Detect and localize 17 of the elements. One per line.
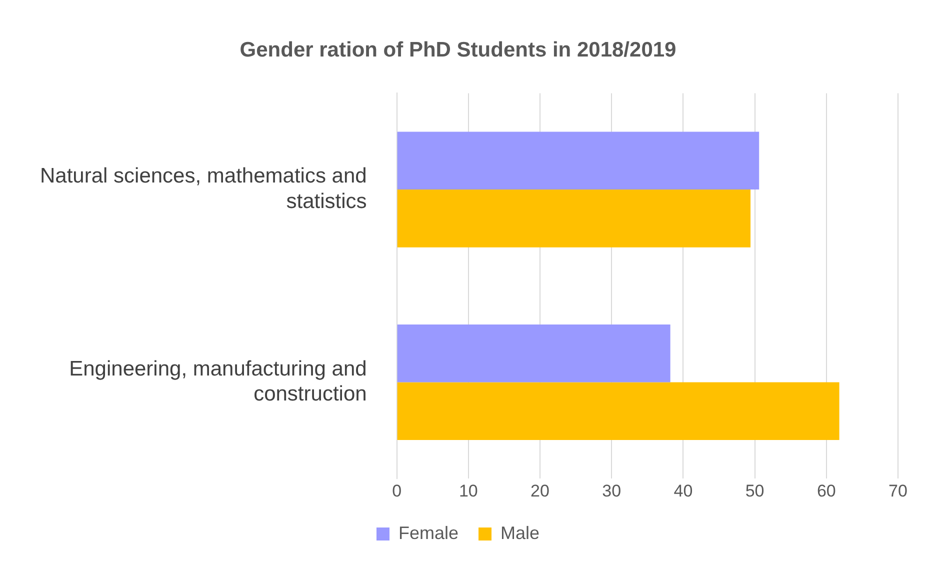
x-tick-label: 40 — [674, 481, 693, 500]
x-tick-label: 0 — [392, 481, 402, 500]
legend-label: Male — [500, 522, 540, 543]
chart-title: Gender ration of PhD Students in 2018/2019 — [240, 38, 676, 62]
x-tick-label: 30 — [602, 481, 622, 500]
x-tick-label: 10 — [458, 481, 478, 500]
bar — [397, 190, 751, 248]
x-tick-label: 60 — [816, 481, 836, 500]
x-tick-label: 70 — [888, 481, 908, 500]
y-tick-label: Engineering, manufacturing and construction — [69, 357, 367, 406]
legend-label: Female — [398, 522, 459, 543]
bar — [397, 132, 760, 190]
bar — [397, 324, 670, 382]
x-tick-label: 20 — [530, 481, 550, 500]
x-tick-label: 50 — [745, 481, 764, 500]
bar — [397, 382, 840, 440]
y-tick-label: Natural sciences, mathematics and statistics — [40, 164, 367, 213]
